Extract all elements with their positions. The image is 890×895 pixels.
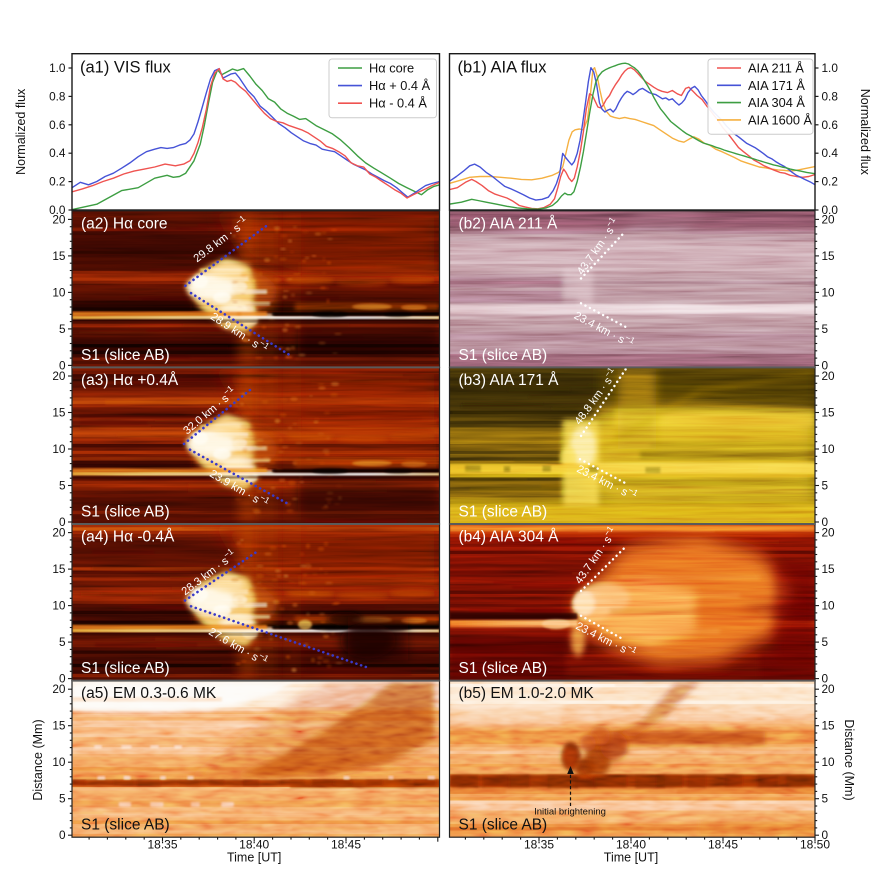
svg-text:20: 20 [822, 212, 836, 226]
svg-text:Hα - 0.4 Å: Hα - 0.4 Å [369, 96, 427, 111]
svg-text:18:40: 18:40 [239, 838, 269, 852]
svg-text:(a2) Hα core: (a2) Hα core [81, 215, 167, 232]
svg-text:AIA 304 Å: AIA 304 Å [748, 95, 805, 110]
svg-text:10: 10 [52, 755, 66, 769]
svg-text:(a4) Hα -0.4Å: (a4) Hα -0.4Å [81, 529, 175, 546]
svg-text:0.2: 0.2 [49, 175, 65, 189]
svg-text:(b2) AIA 211 Å: (b2) AIA 211 Å [459, 215, 558, 232]
svg-text:(b3) AIA 171 Å: (b3) AIA 171 Å [459, 372, 560, 389]
svg-text:15: 15 [822, 406, 836, 420]
svg-text:(a1) VIS flux: (a1) VIS flux [80, 59, 172, 77]
svg-text:10: 10 [822, 599, 836, 613]
svg-text:0.0: 0.0 [822, 203, 839, 217]
svg-text:0.4: 0.4 [49, 146, 66, 160]
svg-text:0: 0 [822, 515, 829, 529]
svg-text:Distance (Mm): Distance (Mm) [842, 719, 856, 800]
svg-text:AIA 1600 Å: AIA 1600 Å [748, 112, 812, 127]
svg-text:0.8: 0.8 [822, 89, 839, 103]
svg-text:(b4) AIA 304 Å: (b4) AIA 304 Å [459, 529, 560, 546]
svg-text:15: 15 [52, 562, 66, 576]
svg-text:10: 10 [822, 442, 836, 456]
svg-text:15: 15 [822, 719, 836, 733]
svg-text:S1 (slice AB): S1 (slice AB) [459, 347, 548, 364]
svg-text:18:35: 18:35 [147, 838, 177, 852]
svg-text:10: 10 [52, 442, 66, 456]
svg-text:0.0: 0.0 [49, 203, 66, 217]
svg-text:10: 10 [822, 285, 836, 299]
svg-text:Initial brightening: Initial brightening [534, 807, 606, 818]
svg-text:18:45: 18:45 [331, 838, 361, 852]
svg-text:0.6: 0.6 [822, 118, 839, 132]
svg-text:5: 5 [59, 792, 66, 806]
svg-text:S1 (slice AB): S1 (slice AB) [81, 817, 170, 834]
svg-text:5: 5 [822, 479, 829, 493]
svg-text:18:40: 18:40 [616, 838, 646, 852]
svg-text:5: 5 [59, 322, 66, 336]
svg-text:18:35: 18:35 [524, 838, 554, 852]
svg-text:1.0: 1.0 [49, 61, 66, 75]
svg-text:20: 20 [52, 682, 66, 696]
svg-text:20: 20 [52, 369, 66, 383]
svg-text:1.0: 1.0 [822, 61, 839, 75]
svg-text:10: 10 [52, 285, 66, 299]
svg-text:Normalized flux: Normalized flux [858, 89, 872, 176]
svg-text:20: 20 [822, 526, 836, 540]
svg-text:S1 (slice AB): S1 (slice AB) [459, 660, 548, 677]
svg-text:18:45: 18:45 [708, 838, 738, 852]
svg-text:0.6: 0.6 [49, 118, 66, 132]
svg-text:(b1) AIA flux: (b1) AIA flux [458, 59, 548, 77]
svg-text:5: 5 [59, 635, 66, 649]
svg-text:(a5) EM 0.3-0.6 MK: (a5) EM 0.3-0.6 MK [81, 685, 217, 702]
svg-text:S1 (slice AB): S1 (slice AB) [459, 817, 548, 834]
svg-text:(a3) Hα +0.4Å: (a3) Hα +0.4Å [81, 372, 179, 389]
svg-text:15: 15 [52, 249, 66, 263]
svg-text:Normalized flux: Normalized flux [14, 88, 28, 175]
svg-text:0: 0 [59, 672, 66, 686]
svg-text:15: 15 [52, 406, 66, 420]
svg-text:20: 20 [52, 212, 66, 226]
svg-text:0: 0 [822, 672, 829, 686]
svg-text:AIA 171 Å: AIA 171 Å [748, 78, 805, 93]
svg-text:5: 5 [59, 479, 66, 493]
svg-text:15: 15 [52, 719, 66, 733]
svg-text:20: 20 [822, 369, 836, 383]
svg-text:Time [UT]: Time [UT] [604, 851, 658, 865]
svg-text:20: 20 [52, 526, 66, 540]
svg-text:S1 (slice AB): S1 (slice AB) [81, 347, 170, 364]
svg-text:10: 10 [822, 755, 836, 769]
svg-text:Hα core: Hα core [369, 61, 414, 76]
svg-text:5: 5 [822, 635, 829, 649]
svg-text:15: 15 [822, 249, 836, 263]
svg-text:Time [UT]: Time [UT] [227, 851, 281, 865]
svg-text:5: 5 [822, 792, 829, 806]
svg-text:Distance (Mm): Distance (Mm) [31, 719, 45, 800]
svg-text:15: 15 [822, 562, 836, 576]
svg-text:AIA 211 Å: AIA 211 Å [748, 61, 804, 76]
svg-text:18:50: 18:50 [800, 838, 830, 852]
svg-text:(b5) EM 1.0-2.0 MK: (b5) EM 1.0-2.0 MK [459, 685, 595, 702]
svg-text:10: 10 [52, 599, 66, 613]
svg-text:0: 0 [59, 358, 66, 372]
svg-text:0: 0 [822, 828, 829, 842]
svg-text:0.8: 0.8 [49, 89, 66, 103]
svg-text:0: 0 [59, 828, 66, 842]
svg-text:0: 0 [59, 515, 66, 529]
svg-text:20: 20 [822, 682, 836, 696]
svg-text:S1 (slice AB): S1 (slice AB) [81, 660, 170, 677]
svg-text:5: 5 [822, 322, 829, 336]
svg-text:S1 (slice AB): S1 (slice AB) [81, 504, 170, 521]
svg-text:Hα + 0.4 Å: Hα + 0.4 Å [369, 78, 431, 93]
svg-text:0: 0 [822, 358, 829, 372]
svg-text:0.4: 0.4 [822, 146, 839, 160]
svg-text:S1 (slice AB): S1 (slice AB) [459, 504, 548, 521]
svg-text:0.2: 0.2 [822, 175, 838, 189]
